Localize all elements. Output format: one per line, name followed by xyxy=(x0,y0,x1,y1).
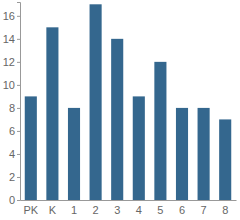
y-tick-mark xyxy=(17,62,20,63)
x-tick: 7 xyxy=(201,200,207,216)
x-tick-label: 4 xyxy=(136,204,142,216)
y-tick: 0 xyxy=(9,194,20,206)
x-tick-label: 7 xyxy=(201,204,207,216)
y-tick-label: 16 xyxy=(3,10,15,22)
x-tick: 8 xyxy=(222,200,228,216)
x-axis-line xyxy=(21,200,237,201)
y-tick: 10 xyxy=(3,79,20,91)
y-axis-line xyxy=(17,3,21,201)
x-tick-label: 3 xyxy=(114,204,120,216)
bar xyxy=(154,62,166,200)
y-tick-label: 10 xyxy=(3,79,15,91)
y-tick-mark xyxy=(17,200,20,201)
bar xyxy=(111,39,123,200)
bar xyxy=(133,96,145,200)
y-tick-mark xyxy=(17,85,20,86)
y-tick-label: 6 xyxy=(9,125,15,137)
bar xyxy=(219,119,231,200)
x-tick: PK xyxy=(23,200,38,216)
x-tick-label: 6 xyxy=(179,204,185,216)
y-tick-label: 4 xyxy=(9,148,15,160)
y-tick-label: 2 xyxy=(9,171,15,183)
x-tick-label: PK xyxy=(23,204,38,216)
y-tick: 12 xyxy=(3,56,20,68)
y-tick-mark xyxy=(17,16,20,17)
bar xyxy=(176,108,188,200)
y-tick: 16 xyxy=(3,10,20,22)
x-tick: K xyxy=(49,200,57,216)
y-tick-label: 14 xyxy=(3,33,15,45)
chart: 0246810121416PKK12345678 xyxy=(0,0,240,220)
y-tick: 2 xyxy=(9,171,20,183)
x-tick: 6 xyxy=(179,200,185,216)
x-tick: 1 xyxy=(71,200,77,216)
x-tick-label: 8 xyxy=(222,204,228,216)
x-tick: 5 xyxy=(157,200,163,216)
bar xyxy=(68,108,80,200)
y-tick-label: 12 xyxy=(3,56,15,68)
y-tick-label: 8 xyxy=(9,102,15,114)
x-tick-label: 1 xyxy=(71,204,77,216)
plot: 0246810121416PKK12345678 xyxy=(3,3,237,216)
x-tick: 4 xyxy=(136,200,142,216)
y-tick-label: 0 xyxy=(9,194,15,206)
bar xyxy=(46,27,58,200)
x-axis: PK K 1 2 3 4 5 6 7 8 xyxy=(21,200,237,216)
x-tick: 3 xyxy=(114,200,120,216)
x-tick-label: K xyxy=(49,204,57,216)
bar xyxy=(25,96,37,200)
y-tick-mark xyxy=(17,39,20,40)
x-tick-label: 2 xyxy=(93,204,99,216)
y-tick: 14 xyxy=(3,33,20,45)
bar xyxy=(90,4,102,200)
y-tick-mark xyxy=(17,154,20,155)
bar xyxy=(198,108,210,200)
bars xyxy=(25,4,231,200)
y-tick: 8 xyxy=(9,102,20,114)
y-tick-mark xyxy=(17,131,20,132)
y-tick-mark xyxy=(17,108,20,109)
x-tick-label: 5 xyxy=(157,204,163,216)
x-tick: 2 xyxy=(93,200,99,216)
y-axis: 0 2 4 6 8 10 12 14 16 xyxy=(3,3,21,207)
y-tick-mark xyxy=(17,177,20,178)
y-tick: 4 xyxy=(9,148,20,160)
y-tick: 6 xyxy=(9,125,20,137)
